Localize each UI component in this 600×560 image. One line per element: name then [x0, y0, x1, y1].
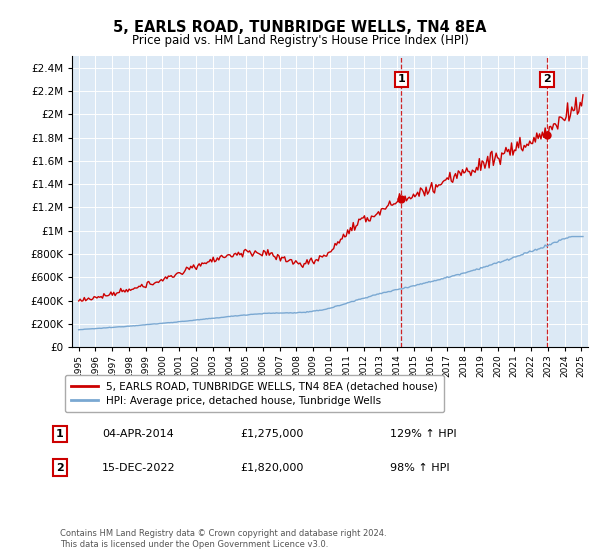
Text: £1,275,000: £1,275,000	[240, 429, 304, 439]
Text: 04-APR-2014: 04-APR-2014	[102, 429, 174, 439]
Text: 129% ↑ HPI: 129% ↑ HPI	[390, 429, 457, 439]
Text: 98% ↑ HPI: 98% ↑ HPI	[390, 463, 449, 473]
Text: Price paid vs. HM Land Registry's House Price Index (HPI): Price paid vs. HM Land Registry's House …	[131, 34, 469, 46]
Text: 2: 2	[543, 74, 551, 85]
Text: 1: 1	[56, 429, 64, 439]
Text: 15-DEC-2022: 15-DEC-2022	[102, 463, 176, 473]
Text: Contains HM Land Registry data © Crown copyright and database right 2024.
This d: Contains HM Land Registry data © Crown c…	[60, 529, 386, 549]
Text: 2: 2	[56, 463, 64, 473]
Text: £1,820,000: £1,820,000	[240, 463, 304, 473]
Text: 5, EARLS ROAD, TUNBRIDGE WELLS, TN4 8EA: 5, EARLS ROAD, TUNBRIDGE WELLS, TN4 8EA	[113, 20, 487, 35]
Text: 1: 1	[397, 74, 405, 85]
Legend: 5, EARLS ROAD, TUNBRIDGE WELLS, TN4 8EA (detached house), HPI: Average price, de: 5, EARLS ROAD, TUNBRIDGE WELLS, TN4 8EA …	[65, 375, 444, 412]
